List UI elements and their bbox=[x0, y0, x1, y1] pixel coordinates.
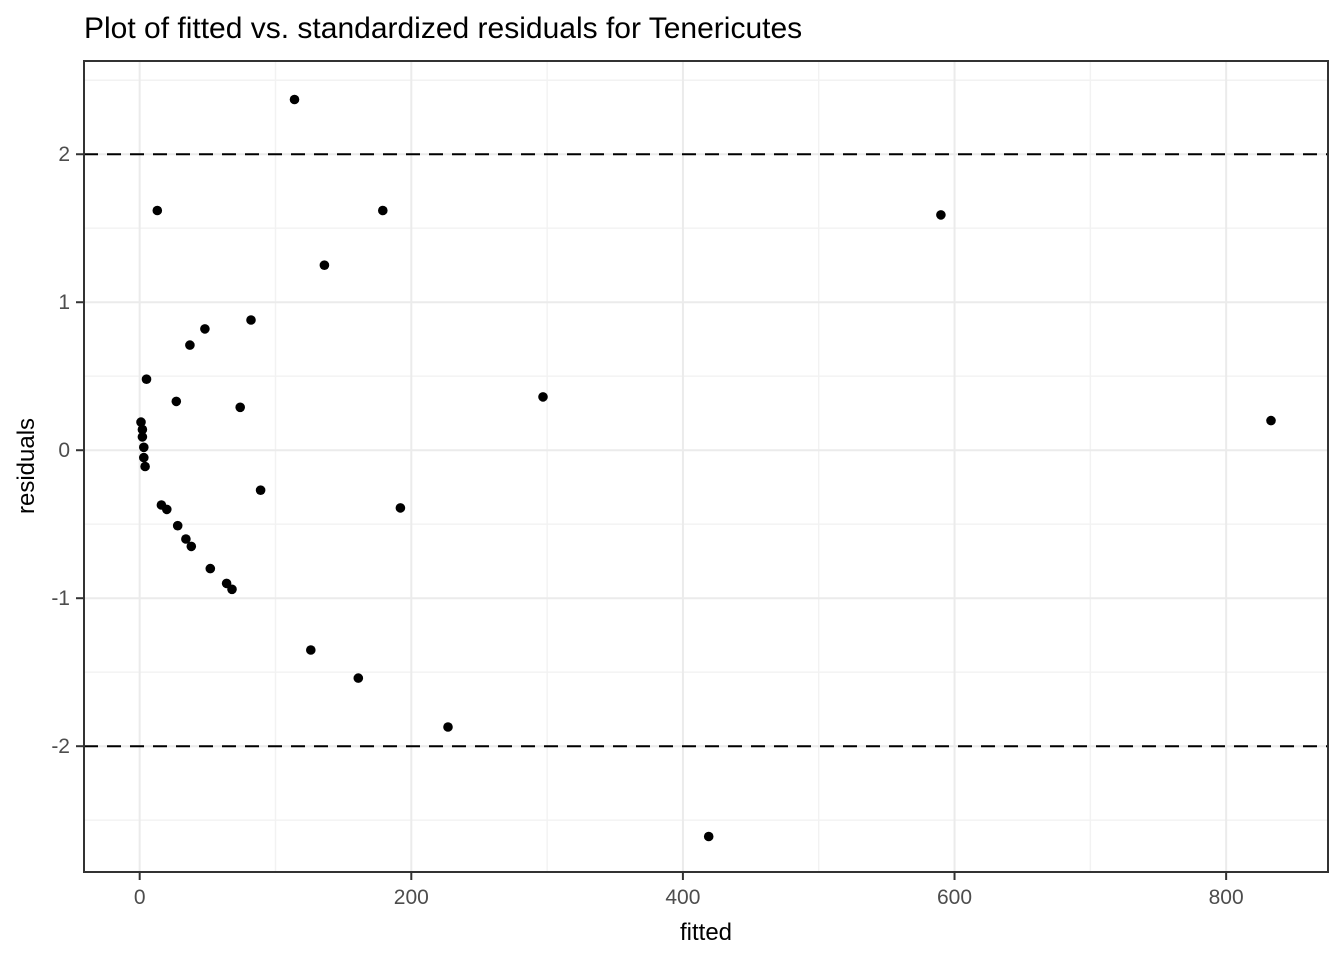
data-point bbox=[139, 452, 149, 463]
data-point bbox=[185, 340, 195, 350]
data-point bbox=[306, 645, 316, 655]
axis-ticks bbox=[76, 153, 1228, 880]
data-point bbox=[140, 461, 150, 472]
data-point bbox=[137, 424, 148, 435]
data-point bbox=[235, 402, 245, 413]
axis-tick-labels: 0 200 400 600 800 2 1 0 -1 -2 bbox=[51, 143, 1243, 909]
reference-lines bbox=[84, 153, 1328, 748]
data-point bbox=[200, 324, 210, 334]
data-points bbox=[136, 94, 1276, 842]
y-tick-label: -2 bbox=[51, 735, 70, 758]
data-point bbox=[205, 563, 216, 574]
data-point bbox=[136, 417, 146, 427]
data-point bbox=[141, 374, 152, 385]
data-point bbox=[255, 485, 266, 496]
y-axis-title: residuals bbox=[13, 418, 40, 514]
data-point bbox=[353, 673, 364, 683]
gridlines-minor bbox=[84, 61, 1328, 872]
data-point bbox=[152, 205, 163, 216]
data-point bbox=[139, 442, 149, 453]
x-axis-title: fitted bbox=[680, 919, 732, 946]
data-point bbox=[181, 534, 191, 544]
data-point bbox=[443, 722, 453, 732]
data-point bbox=[246, 315, 256, 325]
y-tick-label: 2 bbox=[58, 143, 70, 166]
x-tick-label: 600 bbox=[937, 886, 972, 909]
data-point bbox=[162, 504, 172, 515]
y-tick-label: -1 bbox=[51, 587, 70, 610]
data-point bbox=[171, 396, 182, 407]
data-point bbox=[172, 520, 183, 531]
y-tick-label: 0 bbox=[58, 439, 70, 462]
data-point bbox=[1266, 415, 1276, 426]
y-tick-label: 1 bbox=[58, 291, 70, 314]
data-point bbox=[703, 831, 714, 842]
data-point bbox=[936, 210, 946, 220]
data-point bbox=[538, 392, 548, 402]
data-point bbox=[227, 584, 237, 595]
data-point bbox=[319, 260, 330, 271]
x-tick-label: 0 bbox=[134, 886, 146, 909]
x-tick-label: 200 bbox=[394, 886, 429, 909]
plot-title: Plot of fitted vs. standardized residual… bbox=[84, 12, 802, 45]
data-point bbox=[137, 432, 148, 442]
data-point bbox=[395, 503, 406, 513]
gridlines-major bbox=[84, 61, 1328, 872]
x-tick-label: 400 bbox=[665, 886, 700, 909]
data-point bbox=[186, 541, 197, 552]
panel-border bbox=[83, 60, 1329, 873]
data-point bbox=[378, 205, 388, 216]
data-point bbox=[289, 94, 300, 105]
x-tick-label: 800 bbox=[1209, 886, 1244, 909]
